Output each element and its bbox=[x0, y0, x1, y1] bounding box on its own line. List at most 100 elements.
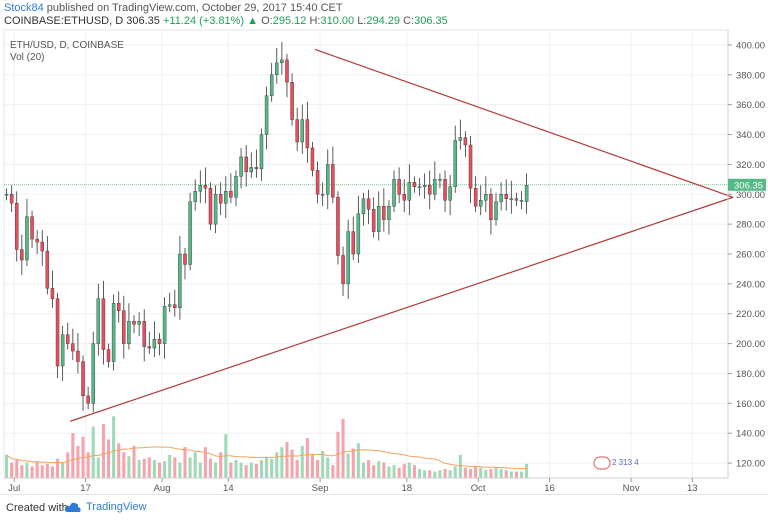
candle-body-99 bbox=[509, 198, 514, 200]
chart-header: Stock84 published on TradingView.com, Oc… bbox=[0, 0, 768, 28]
candle-body-51 bbox=[264, 95, 269, 135]
low-label: L: bbox=[357, 15, 367, 27]
volume-bar-102 bbox=[525, 463, 529, 478]
volume-bar-6 bbox=[35, 461, 39, 478]
trendline-1 bbox=[70, 196, 734, 422]
candle-body-4 bbox=[25, 216, 29, 261]
candle-body-53 bbox=[275, 62, 279, 75]
candle-body-18 bbox=[96, 298, 101, 344]
volume-bar-90 bbox=[463, 467, 467, 478]
candle-body-77 bbox=[397, 179, 401, 195]
volume-bar-73 bbox=[377, 461, 381, 478]
volume-bar-62 bbox=[321, 451, 325, 478]
volume-bar-20 bbox=[106, 439, 111, 478]
time-axis[interactable]: Jul 17 Aug 14 Sep 18 Oct 16 Nov 13 bbox=[4, 477, 728, 494]
price-tick-label-6: 240.00 bbox=[736, 279, 765, 290]
volume-bar-30 bbox=[157, 462, 162, 478]
volume-bar-76 bbox=[392, 465, 396, 478]
tradingview-logo[interactable]: TradingView bbox=[64, 500, 147, 514]
volume-bar-37 bbox=[193, 452, 197, 478]
candle-body-87 bbox=[448, 186, 452, 201]
price-tick-label-10: 320.00 bbox=[736, 160, 765, 171]
volume-bar-40 bbox=[208, 458, 213, 478]
candle-body-6 bbox=[35, 238, 39, 243]
volume-bar-23 bbox=[122, 452, 126, 478]
volume-bar-57 bbox=[295, 460, 299, 478]
volume-bar-84 bbox=[433, 471, 437, 478]
price-axis[interactable]: 120.00 140.00 160.00 180.00 200.00 220.00 240.… bbox=[727, 30, 766, 478]
volume-bar-13 bbox=[71, 433, 75, 478]
price-tick-label-12: 360.00 bbox=[736, 100, 765, 111]
candle-body-20 bbox=[106, 349, 111, 362]
candle-body-86 bbox=[443, 179, 447, 201]
candle-body-59 bbox=[305, 119, 310, 149]
candle-body-8 bbox=[45, 250, 50, 289]
volume-bar-92 bbox=[474, 466, 478, 478]
candle-body-29 bbox=[152, 338, 157, 349]
candle-body-89 bbox=[458, 137, 463, 141]
candle-body-68 bbox=[351, 231, 355, 255]
candle-body-31 bbox=[162, 306, 167, 344]
volume-bar-0 bbox=[5, 454, 9, 478]
last-price-tag bbox=[728, 178, 766, 191]
volume-bar-1 bbox=[10, 462, 14, 478]
up-arrow-icon: ▲ bbox=[247, 15, 259, 27]
candle-body-62 bbox=[320, 194, 325, 196]
volume-bar-25 bbox=[132, 445, 136, 478]
candle-body-21 bbox=[111, 303, 116, 362]
candle-body-17 bbox=[91, 343, 95, 404]
volume-bar-94 bbox=[484, 470, 488, 478]
volume-bar-68 bbox=[351, 448, 355, 478]
trendline-0 bbox=[314, 48, 734, 198]
candle-body-48 bbox=[249, 167, 254, 173]
price-chart[interactable]: 120.00 140.00 160.00 180.00 200.00 220.00 240.… bbox=[0, 28, 768, 494]
volume-bar-89 bbox=[458, 454, 462, 478]
candle-body-2 bbox=[15, 203, 19, 250]
close-label: C: bbox=[403, 15, 415, 27]
volume-bar-46 bbox=[239, 462, 243, 478]
candle-body-76 bbox=[392, 179, 396, 207]
volume-bar-75 bbox=[387, 466, 391, 478]
candle-body-82 bbox=[422, 185, 427, 188]
candle-body-45 bbox=[234, 176, 238, 198]
volume-bar-71 bbox=[367, 460, 371, 478]
price-tick-label-4: 200.00 bbox=[736, 339, 765, 350]
time-tick-label-6: Oct bbox=[471, 483, 486, 494]
price-tick-label-8: 280.00 bbox=[736, 220, 765, 231]
volume-bar-11 bbox=[61, 462, 65, 478]
candle-body-65 bbox=[336, 197, 340, 256]
volume-bar-26 bbox=[137, 460, 141, 478]
candle-body-1 bbox=[9, 194, 14, 204]
footer: Created with TradingView bbox=[0, 494, 768, 521]
candle-body-26 bbox=[137, 321, 141, 325]
volume-bars bbox=[5, 416, 529, 478]
candle-body-95 bbox=[489, 194, 493, 220]
candle-body-16 bbox=[86, 395, 90, 404]
author-name[interactable]: Stock84 bbox=[4, 2, 44, 14]
volume-bar-59 bbox=[305, 438, 309, 478]
volume-bar-70 bbox=[361, 462, 365, 478]
time-tick-label-4: Sep bbox=[312, 483, 329, 494]
volume-bar-96 bbox=[494, 467, 498, 478]
volume-bar-22 bbox=[117, 443, 121, 478]
last-price-tag-label: 306.35 bbox=[734, 180, 763, 191]
candle-body-9 bbox=[50, 288, 55, 300]
candle-body-13 bbox=[71, 343, 75, 352]
candle-body-60 bbox=[310, 147, 315, 171]
candle-body-36 bbox=[188, 201, 192, 265]
time-tick-label-8: Nov bbox=[623, 483, 640, 494]
candle-body-75 bbox=[387, 206, 391, 220]
candle-body-44 bbox=[229, 191, 233, 198]
candle-body-71 bbox=[366, 198, 371, 210]
trendlines[interactable] bbox=[70, 48, 734, 422]
candle-body-41 bbox=[213, 194, 218, 225]
volume-bar-29 bbox=[152, 460, 156, 478]
price-tick-label-1: 140.00 bbox=[736, 429, 765, 440]
candle-body-63 bbox=[326, 164, 330, 195]
time-tick-label-2: Aug bbox=[154, 483, 171, 494]
volume-bar-52 bbox=[270, 458, 274, 478]
candle-body-97 bbox=[499, 194, 503, 202]
price-tick-label-7: 260.00 bbox=[736, 250, 765, 261]
volume-bar-47 bbox=[244, 465, 248, 478]
volume-bar-31 bbox=[163, 461, 167, 478]
